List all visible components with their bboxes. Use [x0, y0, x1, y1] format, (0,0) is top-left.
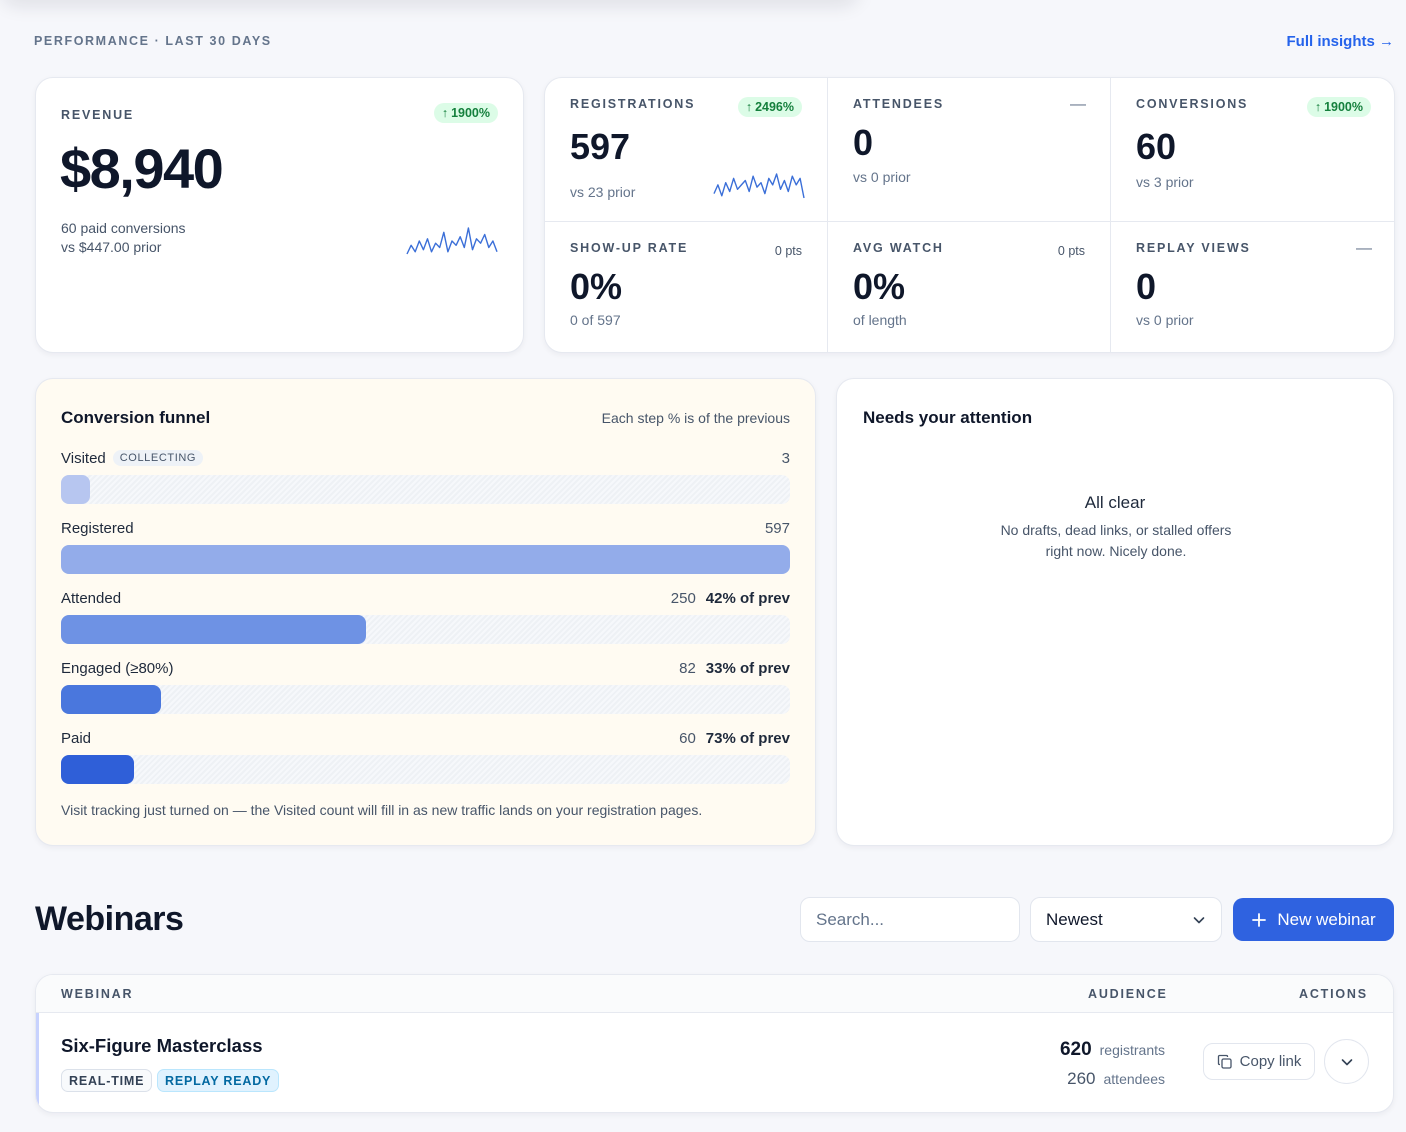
sparkline-path: [406, 227, 498, 255]
funnel-bar-track: [61, 475, 790, 504]
metric-showup-rate: SHOW-UP RATE 0 pts 0% 0 of 597: [570, 241, 802, 328]
revenue-change-badge: ↑ 1900%: [433, 103, 498, 123]
arrow-up-icon: ↑: [1314, 100, 1322, 114]
funnel-step-label: Paid 60 73% of prev: [61, 730, 790, 747]
funnel-bar-track: [61, 545, 790, 574]
sort-select[interactable]: Newest: [1030, 897, 1222, 942]
funnel-bar-registered: [61, 545, 790, 574]
registrations-value: 597: [570, 126, 631, 167]
table-row[interactable]: Six-Figure Masterclass REAL-TIME REPLAY …: [36, 1013, 1393, 1112]
empty-state-title: All clear: [1084, 493, 1146, 512]
funnel-step-label: Engaged (≥80%) 82 33% of prev: [61, 660, 790, 677]
funnel-bar-track: [61, 615, 790, 644]
chevron-down-icon: [1193, 916, 1205, 923]
showup-value: 0%: [570, 266, 623, 307]
avgwatch-sub: of length: [853, 312, 907, 328]
copy-link-button[interactable]: Copy link: [1203, 1043, 1315, 1080]
tag-real-time: REAL-TIME: [61, 1069, 153, 1092]
webinars-table: WEBINAR AUDIENCE ACTIONS Six-Figure Mast…: [35, 974, 1394, 1113]
funnel-bar-track: [61, 685, 790, 714]
column-actions: ACTIONS: [1299, 987, 1368, 1001]
sort-value: Newest: [1046, 909, 1103, 929]
funnel-bar-paid: [61, 755, 134, 784]
metric-avg-watch: AVG WATCH 0 pts 0% of length: [853, 241, 1085, 328]
conversions-sub: vs 3 prior: [1136, 174, 1194, 190]
collecting-badge: COLLECTING: [112, 450, 204, 466]
revenue-value: $8,940: [60, 137, 224, 200]
row-accent: [36, 1013, 39, 1112]
funnel-step-label: Attended 250 42% of prev: [61, 590, 790, 607]
tag-replay-ready: REPLAY READY: [157, 1069, 280, 1092]
showup-delta: 0 pts: [774, 244, 802, 258]
attendees-delta: —: [1070, 96, 1086, 113]
metric-attendees: ATTENDEES — 0 vs 0 prior: [853, 96, 1086, 185]
funnel-bar-engaged: [61, 685, 161, 714]
table-header: WEBINAR AUDIENCE ACTIONS: [36, 975, 1393, 1013]
avgwatch-delta: 0 pts: [1057, 244, 1085, 258]
webinar-name[interactable]: Six-Figure Masterclass: [61, 1035, 263, 1056]
plus-icon: [1252, 912, 1267, 927]
new-webinar-button[interactable]: New webinar: [1233, 898, 1394, 941]
search-input[interactable]: [800, 897, 1020, 942]
column-audience: AUDIENCE: [1088, 987, 1168, 1001]
replay-sub: vs 0 prior: [1136, 312, 1194, 328]
metric-replay-views: REPLAY VIEWS — 0 vs 0 prior: [1136, 240, 1372, 328]
attendees-sub: vs 0 prior: [853, 169, 911, 185]
metric-registrations: REGISTRATIONS ↑ 2496% 597 vs 23 prior: [545, 78, 827, 221]
funnel-bar-attended: [61, 615, 367, 644]
funnel-title: Conversion funnel: [61, 408, 211, 427]
metrics-card: REGISTRATIONS ↑ 2496% 597 vs 23 prior ATT…: [544, 77, 1395, 353]
metric-conversions: CONVERSIONS ↑ 1900% 60 vs 3 prior: [1111, 78, 1394, 221]
copy-icon: [1217, 1054, 1232, 1069]
column-webinar: WEBINAR: [61, 987, 134, 1001]
attendees-value: 0: [853, 122, 874, 163]
revenue-sparkline: [406, 227, 498, 255]
section-label: PERFORMANCE · LAST 30 DAYS: [34, 34, 272, 48]
funnel-bar-visited: [61, 475, 91, 504]
arrow-up-icon: ↑: [441, 106, 449, 120]
registrations-sub: vs 23 prior: [570, 184, 636, 200]
revenue-label: REVENUE: [61, 108, 135, 122]
divider: [827, 78, 828, 352]
needs-attention-card: Needs your attention All clear No drafts…: [836, 378, 1394, 846]
revenue-card: REVENUE ↑ 1900% $8,940 60 paid conversion…: [35, 77, 524, 353]
full-insights-link[interactable]: Full insights →: [1286, 33, 1395, 50]
replay-value: 0: [1136, 266, 1157, 307]
replay-delta: —: [1356, 240, 1372, 257]
sparkline-path: [713, 173, 805, 199]
attention-title: Needs your attention: [863, 408, 1033, 427]
chevron-down-icon: [1341, 1058, 1352, 1065]
showup-sub: 0 of 597: [570, 312, 621, 328]
funnel-hint: Each step % is of the previous: [601, 410, 790, 426]
revenue-subtext: 60 paid conversions vs $447.00 prior: [61, 220, 186, 255]
divider: [545, 221, 1394, 222]
conversions-change-badge: ↑ 1900%: [1306, 97, 1371, 117]
funnel-note: Visit tracking just turned on — the Visi…: [61, 802, 703, 818]
audience-registrants: 620 registrants: [1059, 1039, 1165, 1060]
registrations-change-badge: ↑ 2496%: [737, 97, 802, 117]
expand-row-button[interactable]: [1324, 1039, 1369, 1084]
webinars-heading: Webinars: [35, 900, 184, 938]
avgwatch-value: 0%: [853, 266, 906, 307]
funnel-step-label: Visited COLLECTING 3: [61, 450, 790, 467]
conversion-funnel-card: Conversion funnel Each step % is of the …: [35, 378, 816, 846]
funnel-step-label: Registered 597: [61, 520, 790, 537]
conversions-value: 60: [1136, 126, 1177, 167]
registrations-sparkline: [713, 173, 805, 199]
arrow-up-icon: ↑: [745, 100, 753, 114]
funnel-bar-track: [61, 755, 790, 784]
empty-state-text: No drafts, dead links, or stalled offers…: [1000, 522, 1232, 559]
divider: [1110, 78, 1111, 352]
audience-attendees: 260 attendees: [1067, 1069, 1165, 1088]
